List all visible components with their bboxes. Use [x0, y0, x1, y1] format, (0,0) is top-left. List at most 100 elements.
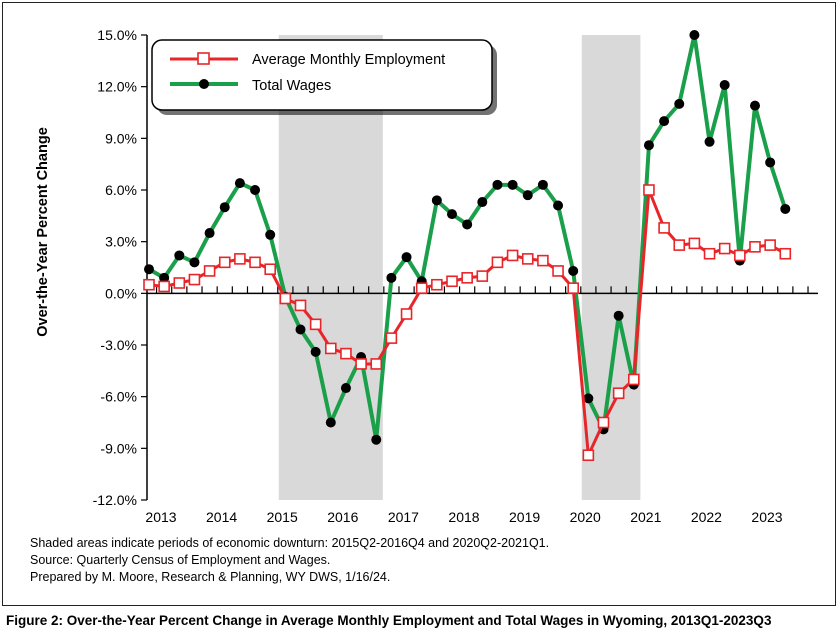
wages-point — [522, 190, 533, 201]
employment-point — [234, 253, 246, 265]
wages-point — [234, 178, 245, 189]
x-tick-label: 2016 — [327, 509, 358, 525]
wages-point — [204, 228, 215, 239]
employment-point — [218, 256, 231, 269]
y-tick-label: 12.0% — [97, 79, 137, 95]
employment-point — [446, 275, 458, 288]
chart-series — [143, 30, 792, 462]
wages-point — [371, 434, 382, 445]
legend-employment-label: Average Monthly Employment — [252, 52, 445, 68]
employment-point — [673, 239, 686, 251]
chart-axes: 15.0% 12.0% 9.0% 6.0% 3.0% 0.0% -3.0% -6.0% -9.0… — [35, 27, 818, 525]
employment-point — [627, 373, 640, 386]
wages-point — [462, 219, 473, 230]
y-axis-label: Over-the-Year Percent Change — [35, 127, 51, 337]
wages-point — [613, 310, 624, 321]
wages-point — [689, 30, 700, 40]
employment-point — [294, 299, 307, 312]
employment-point — [173, 277, 186, 289]
wages-point — [583, 393, 594, 404]
wages-point — [250, 185, 261, 195]
wages-point — [159, 272, 170, 283]
chart-legend: Average Monthly Employment Total Wages — [151, 39, 497, 115]
employment-point — [355, 358, 367, 370]
wages-point — [719, 79, 730, 90]
employment-point — [703, 247, 716, 260]
wages-point — [325, 417, 336, 428]
wages-point — [477, 197, 488, 208]
employment-point — [734, 249, 746, 262]
y-tick-label: 0.0% — [105, 285, 137, 301]
wages-point — [780, 203, 791, 214]
employment-point — [567, 282, 580, 294]
x-tick-label: 2013 — [145, 509, 176, 525]
employment-point — [688, 237, 701, 250]
employment-point — [249, 256, 261, 269]
x-tick-label: 2014 — [206, 509, 237, 525]
x-tick-label: 2021 — [630, 509, 661, 525]
employment-point — [203, 265, 216, 277]
wages-point — [340, 383, 351, 394]
employment-point — [491, 256, 504, 269]
employment-point — [143, 278, 155, 291]
employment-point — [370, 358, 383, 370]
legend-wages-marker — [199, 79, 209, 89]
wages-point — [295, 324, 306, 335]
y-tick-label: -12.0% — [93, 492, 137, 508]
employment-point — [537, 254, 549, 267]
wages-point — [643, 140, 654, 151]
employment-point — [476, 270, 489, 282]
y-tick-label: -6.0% — [100, 389, 137, 405]
wages-point — [144, 264, 154, 275]
employment-point — [324, 342, 337, 355]
wages-point — [447, 209, 457, 220]
employment-line — [148, 188, 787, 457]
downturn-band-2 — [581, 35, 641, 500]
legend-box — [151, 39, 493, 111]
employment-point — [749, 241, 761, 253]
wages-point — [568, 265, 579, 276]
wages-point — [659, 116, 670, 127]
employment-point — [552, 265, 564, 277]
wages-point — [704, 136, 715, 147]
employment-point — [658, 222, 670, 234]
employment-point — [431, 278, 443, 291]
legend-employment-marker — [197, 52, 210, 65]
employment-point — [643, 184, 655, 196]
x-tick-label: 2018 — [448, 509, 479, 525]
employment-point — [264, 263, 277, 276]
x-tick-label: 2023 — [751, 509, 782, 525]
wages-point — [265, 229, 276, 240]
employment-point — [158, 280, 170, 293]
wages-point — [386, 272, 397, 283]
note-shading: Shaded areas indicate periods of economi… — [30, 536, 550, 550]
wages-point — [174, 250, 185, 261]
x-tick-label: 2015 — [267, 509, 298, 525]
x-tick-label: 2019 — [509, 509, 540, 525]
employment-point — [582, 449, 595, 462]
employment-point — [597, 416, 610, 429]
legend-wages-label: Total Wages — [252, 78, 331, 94]
employment-point — [309, 318, 322, 331]
employment-point — [340, 347, 352, 360]
note-source: Source: Quarterly Census of Employment a… — [30, 553, 331, 567]
y-tick-label: 6.0% — [105, 182, 137, 198]
wages-point — [492, 179, 503, 190]
wages-point — [431, 195, 442, 206]
employment-point — [718, 242, 731, 255]
y-tick-label: 3.0% — [105, 234, 137, 250]
employment-point — [279, 292, 292, 305]
wages-point — [310, 346, 321, 357]
x-tick-label: 2022 — [691, 509, 722, 525]
figure-caption: Figure 2: Over-the-Year Percent Change i… — [6, 613, 772, 628]
y-tick-label: -3.0% — [100, 337, 137, 353]
wages-point — [401, 252, 412, 263]
wages-point — [553, 200, 564, 211]
employment-point — [400, 308, 413, 320]
employment-point — [415, 282, 428, 294]
wages-point — [507, 179, 518, 190]
wages-point — [750, 100, 760, 111]
employment-point — [188, 273, 201, 286]
employment-point — [506, 249, 519, 262]
